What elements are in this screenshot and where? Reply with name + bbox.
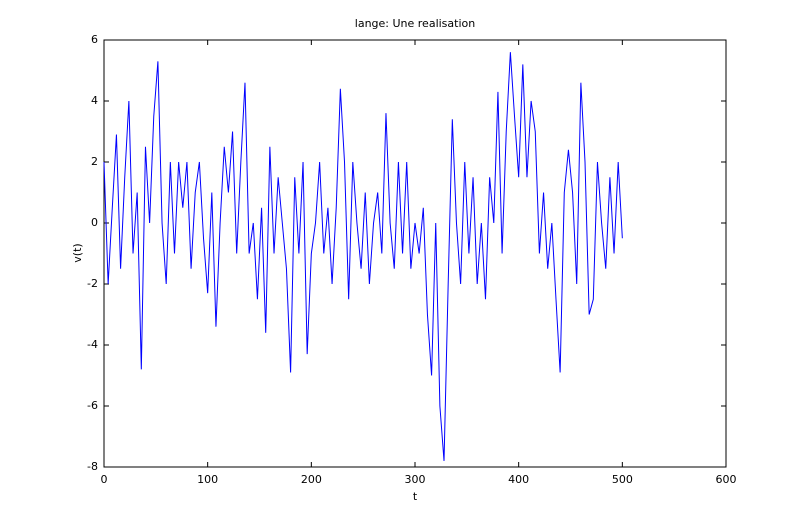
y-axis-label: v(t) — [71, 243, 84, 262]
y-tick-label: 6 — [91, 33, 98, 46]
y-tick-label: -6 — [87, 399, 98, 412]
x-tick-label: 0 — [101, 473, 108, 486]
x-tick-label: 400 — [508, 473, 529, 486]
x-tick-label: 500 — [612, 473, 633, 486]
x-tick-label: 100 — [197, 473, 218, 486]
x-tick-label: 200 — [301, 473, 322, 486]
y-tick-label: 0 — [91, 216, 98, 229]
chart-title: lange: Une realisation — [355, 17, 475, 30]
y-tick-label: -2 — [87, 277, 98, 290]
y-tick-label: 2 — [91, 155, 98, 168]
x-tick-label: 300 — [405, 473, 426, 486]
series-line — [103, 52, 623, 461]
y-tick-label: -8 — [87, 460, 98, 473]
x-tick-label: 600 — [716, 473, 737, 486]
x-axis-label: t — [413, 490, 418, 503]
plot-frame — [103, 39, 727, 468]
y-tick-label: 4 — [91, 94, 98, 107]
y-tick-label: -4 — [87, 338, 98, 351]
